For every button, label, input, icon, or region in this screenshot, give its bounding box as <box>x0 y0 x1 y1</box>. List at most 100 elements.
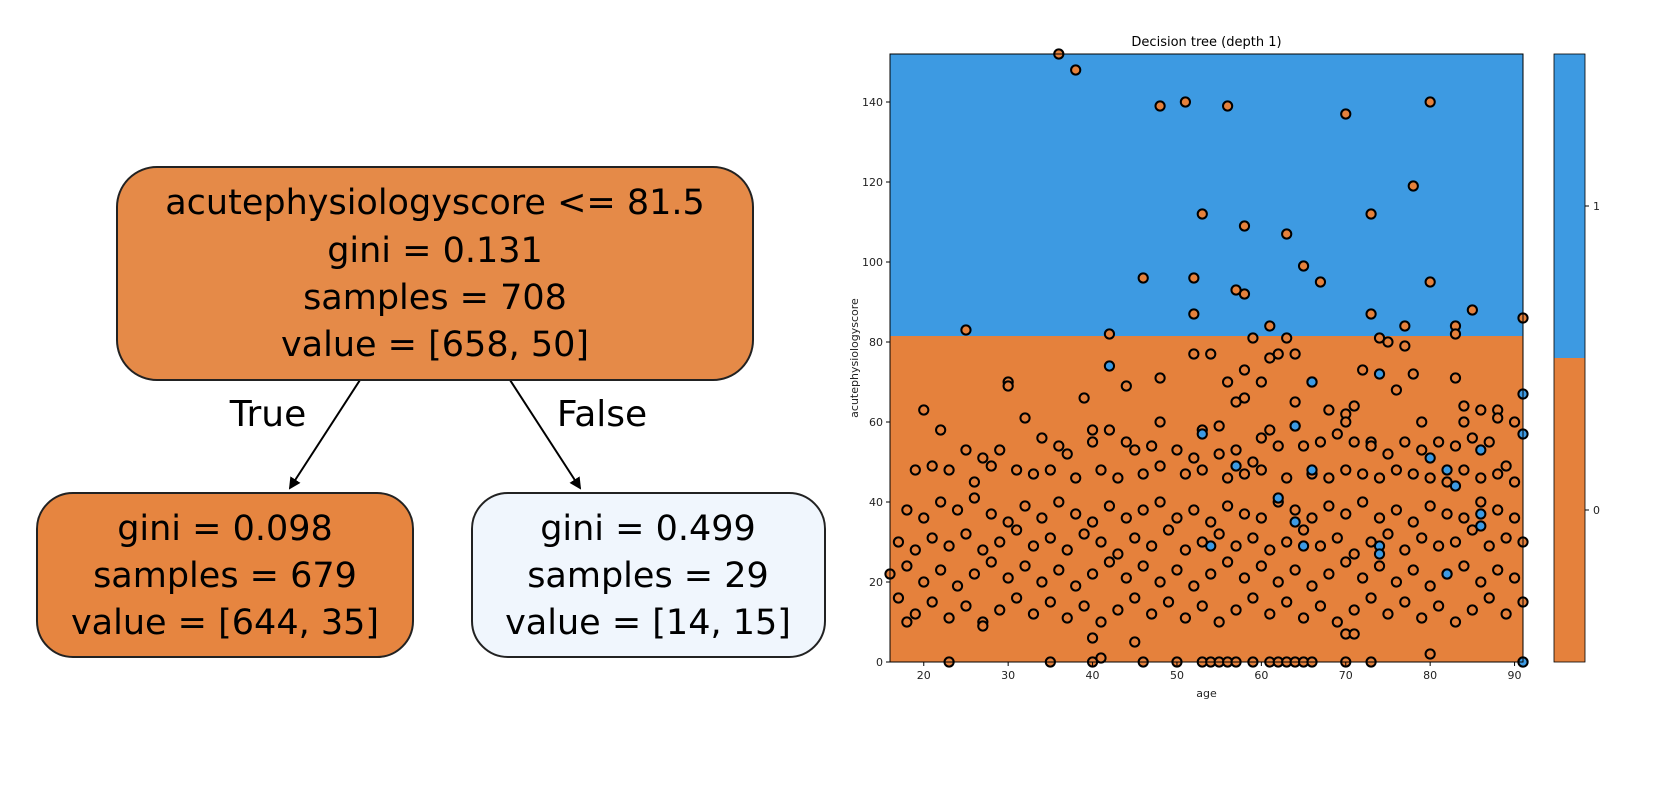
tree-right-leaf <box>471 492 826 658</box>
point-class-1 <box>1103 360 1116 372</box>
point-class-0 <box>1449 372 1462 384</box>
colorbar-frame <box>1553 53 1586 663</box>
point-class-0 <box>1103 556 1116 568</box>
point-class-0 <box>1390 384 1403 396</box>
point-class-0 <box>1044 596 1056 608</box>
point-class-0 <box>1508 416 1521 428</box>
y-tick-label: 140 <box>862 96 883 109</box>
point-class-0 <box>926 596 938 608</box>
point-class-0 <box>1137 560 1149 572</box>
point-class-0 <box>1230 540 1242 552</box>
x-tick-label: 60 <box>1254 669 1268 682</box>
point-class-0 <box>1458 400 1470 412</box>
point-class-0 <box>1222 556 1234 568</box>
point-class-0 <box>1458 560 1470 572</box>
point-class-1 <box>1306 376 1318 388</box>
point-class-1 <box>1289 420 1301 432</box>
point-class-0 <box>1230 444 1242 456</box>
point-class-0 <box>1508 476 1521 488</box>
point-class-0 <box>1272 440 1284 452</box>
point-class-0 <box>994 604 1006 616</box>
plot-frame <box>889 53 1524 663</box>
point-class-0 <box>1222 376 1234 388</box>
point-class-0 <box>1238 508 1251 520</box>
point-class-0 <box>1027 540 1040 552</box>
point-class-0 <box>1357 572 1369 584</box>
point-class-0 <box>1027 468 1040 480</box>
point-class-0 <box>1146 440 1158 452</box>
point-class-0 <box>1137 468 1149 480</box>
point-class-0 <box>1238 288 1251 300</box>
point-class-0 <box>1070 64 1082 76</box>
point-class-0 <box>1036 512 1048 524</box>
point-class-0 <box>1070 580 1082 592</box>
colorbar-tick-label: 0 <box>1593 504 1600 517</box>
point-class-0 <box>1188 308 1200 320</box>
decision-boundary-plot: Decision tree (depth 1) 20 30 40 50 60 70 80 90… <box>840 0 1679 783</box>
point-class-0 <box>892 536 905 548</box>
right-samples: samples = 29 <box>527 556 769 596</box>
point-class-0 <box>1002 572 1014 584</box>
edge-true <box>288 379 361 490</box>
point-class-0 <box>1213 528 1225 540</box>
point-class-0 <box>1171 512 1183 524</box>
point-class-0 <box>1449 616 1462 628</box>
point-class-0 <box>1382 448 1394 460</box>
point-class-0 <box>1044 532 1056 544</box>
point-class-0 <box>1247 456 1259 468</box>
point-class-0 <box>1238 220 1251 232</box>
point-class-0 <box>1120 436 1132 448</box>
point-class-0 <box>1086 436 1099 448</box>
point-class-0 <box>1238 364 1251 376</box>
point-class-0 <box>1331 428 1343 440</box>
point-class-0 <box>1247 332 1259 344</box>
point-class-0 <box>1424 500 1436 512</box>
point-class-0 <box>1196 208 1208 220</box>
point-class-0 <box>1137 272 1149 284</box>
point-class-0 <box>1154 416 1166 428</box>
point-class-0 <box>1399 340 1411 352</box>
point-class-0 <box>1171 444 1183 456</box>
point-class-0 <box>918 512 930 524</box>
point-class-0 <box>1036 576 1048 588</box>
point-class-0 <box>1078 600 1090 612</box>
point-class-0 <box>994 444 1006 456</box>
point-class-0 <box>1357 364 1369 376</box>
edge-true-label: True <box>229 394 306 435</box>
point-class-0 <box>951 504 964 516</box>
point-class-0 <box>1255 376 1267 388</box>
point-class-0 <box>1416 532 1428 544</box>
point-class-0 <box>1390 464 1403 476</box>
point-class-0 <box>1129 636 1141 648</box>
point-class-0 <box>1281 472 1293 484</box>
point-class-0 <box>1399 596 1411 608</box>
point-class-0 <box>1424 580 1436 592</box>
point-class-0 <box>926 460 938 472</box>
point-class-0 <box>1044 464 1056 476</box>
point-class-0 <box>1264 424 1276 436</box>
colorbar-class-0 <box>1554 358 1585 662</box>
point-class-0 <box>1348 628 1360 640</box>
point-class-0 <box>1103 328 1116 340</box>
colorbar-class-1 <box>1554 54 1585 358</box>
point-class-0 <box>1061 612 1073 624</box>
point-class-1 <box>1196 428 1208 440</box>
point-class-0 <box>1365 308 1377 320</box>
point-class-0 <box>1146 608 1158 620</box>
point-class-0 <box>1340 108 1352 120</box>
point-class-0 <box>1205 348 1217 360</box>
point-class-0 <box>951 580 964 592</box>
point-class-0 <box>977 452 989 464</box>
point-class-1 <box>1475 520 1487 532</box>
x-tick-label: 50 <box>1170 669 1184 682</box>
x-tick-label: 90 <box>1508 669 1522 682</box>
point-class-0 <box>1120 380 1132 392</box>
point-class-0 <box>1129 532 1141 544</box>
point-class-0 <box>909 608 921 620</box>
x-tick-label: 80 <box>1423 669 1437 682</box>
point-class-0 <box>1230 604 1242 616</box>
point-class-0 <box>1416 444 1428 456</box>
point-class-0 <box>1289 564 1301 576</box>
point-class-0 <box>1027 608 1040 620</box>
point-class-0 <box>1112 548 1124 560</box>
